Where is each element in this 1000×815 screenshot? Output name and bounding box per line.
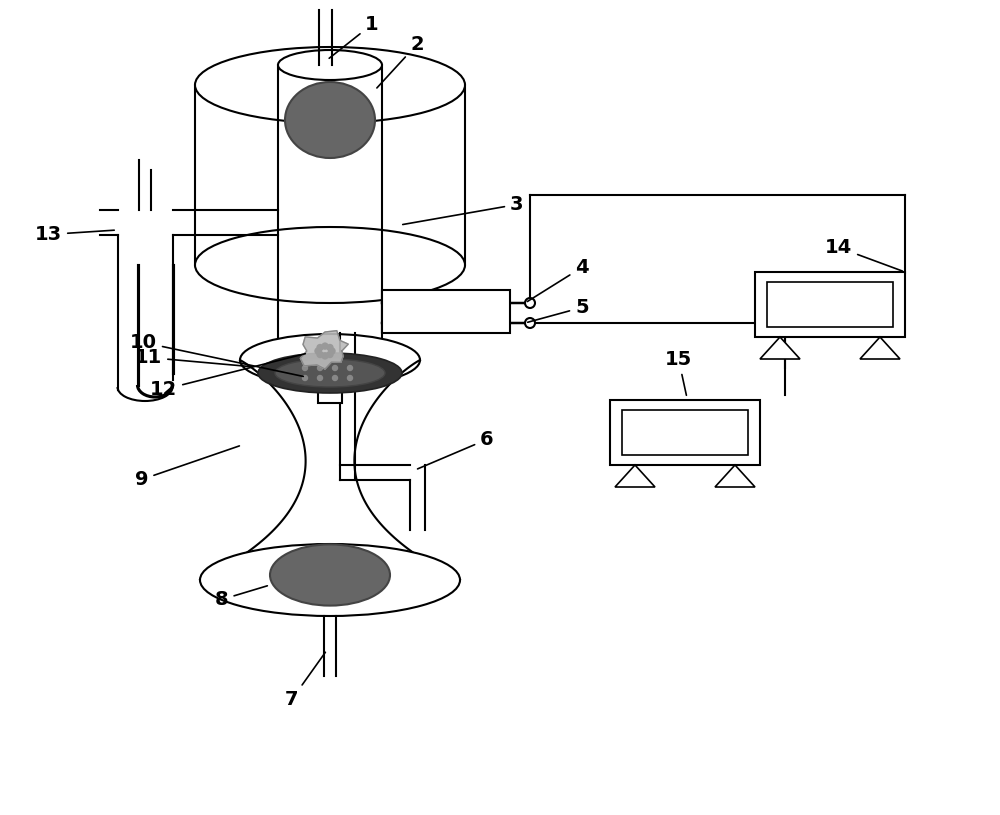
Polygon shape [860, 337, 900, 359]
Text: 3: 3 [403, 195, 524, 224]
Text: 13: 13 [35, 225, 114, 244]
Bar [318, 375, 342, 403]
Text: 7: 7 [285, 652, 325, 709]
Circle shape [303, 365, 308, 371]
Bar [622, 410, 748, 455]
Circle shape [315, 348, 321, 354]
Ellipse shape [200, 544, 460, 616]
Text: 6: 6 [418, 430, 494, 469]
Circle shape [348, 365, 353, 371]
Circle shape [318, 365, 323, 371]
Circle shape [318, 376, 323, 381]
Polygon shape [715, 465, 755, 487]
Text: 11: 11 [135, 348, 252, 367]
Text: 9: 9 [135, 446, 239, 489]
Bar [767, 282, 893, 327]
Ellipse shape [285, 82, 375, 158]
Circle shape [525, 298, 535, 308]
Circle shape [322, 343, 328, 349]
Text: 12: 12 [150, 354, 305, 399]
Polygon shape [615, 465, 655, 487]
Text: 1: 1 [329, 15, 379, 59]
Ellipse shape [275, 359, 385, 387]
Bar [610, 400, 760, 465]
Ellipse shape [278, 50, 382, 80]
Circle shape [333, 365, 338, 371]
Circle shape [327, 351, 333, 358]
Circle shape [329, 348, 335, 354]
Polygon shape [300, 331, 348, 369]
Ellipse shape [258, 353, 402, 393]
Text: 8: 8 [215, 586, 267, 609]
Circle shape [322, 353, 328, 359]
Text: 5: 5 [528, 298, 589, 322]
Bar [382, 290, 510, 333]
Ellipse shape [195, 47, 465, 123]
Circle shape [303, 376, 308, 381]
Circle shape [327, 345, 333, 350]
Bar [755, 272, 905, 337]
Ellipse shape [195, 227, 465, 303]
Polygon shape [760, 337, 800, 359]
Circle shape [317, 345, 323, 350]
Circle shape [525, 318, 535, 328]
Circle shape [317, 351, 323, 358]
Text: 10: 10 [130, 333, 303, 377]
Ellipse shape [240, 334, 420, 386]
Text: 14: 14 [825, 238, 902, 271]
Text: 2: 2 [377, 35, 424, 88]
Circle shape [348, 376, 353, 381]
Text: 15: 15 [665, 350, 692, 395]
Ellipse shape [270, 544, 390, 606]
Circle shape [333, 376, 338, 381]
Text: 4: 4 [527, 258, 589, 302]
